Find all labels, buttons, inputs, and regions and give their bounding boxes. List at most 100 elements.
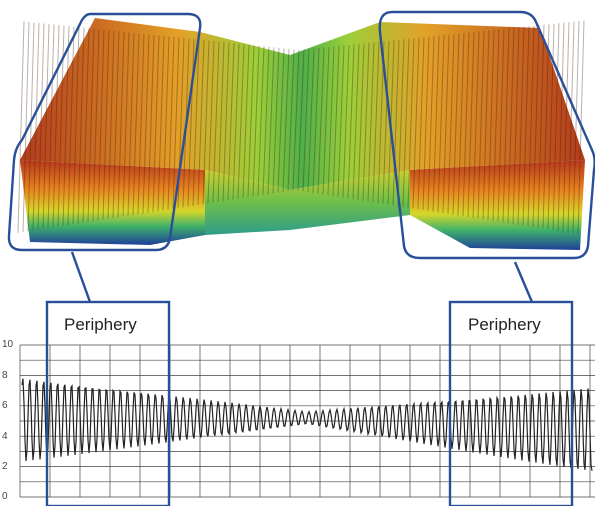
surface-ridge — [367, 42, 375, 202]
surface-ridge — [512, 27, 520, 224]
y-tick-label: 6 — [2, 400, 8, 411]
surface-ridge — [552, 23, 560, 231]
surface-ridge — [137, 33, 145, 215]
surface-ridge — [532, 25, 540, 228]
surface-ridge — [27, 22, 35, 232]
surface-ridge — [567, 21, 575, 233]
surface-ridge — [277, 48, 285, 193]
surface-ridge — [227, 43, 235, 201]
surface-ridge — [322, 46, 330, 195]
periphery-box-right — [448, 300, 574, 506]
surface-ridge — [242, 44, 250, 198]
surface-ridge — [327, 46, 335, 196]
surface-ridge — [102, 30, 110, 220]
surface-ridge — [162, 36, 170, 211]
surface-ridge — [192, 39, 200, 206]
surface-ridge — [172, 37, 180, 209]
surface-ridge — [267, 47, 275, 195]
surface-ridge — [127, 32, 135, 216]
surface-ridge — [147, 34, 155, 213]
surface-ridge — [97, 29, 105, 221]
surface-ridge — [217, 42, 225, 202]
surface-ridge — [382, 40, 390, 204]
surface-ridge — [542, 24, 550, 229]
surface-ridge — [287, 49, 295, 191]
surface-ridge — [397, 39, 405, 207]
surface-ridge — [87, 28, 95, 222]
surface-ridge — [37, 23, 45, 230]
surface-ridge — [257, 46, 265, 196]
surface-ridge — [107, 30, 115, 219]
surface-ridge — [52, 25, 60, 228]
surface-ridge — [332, 45, 340, 197]
surface-ridge — [252, 45, 260, 197]
surface-ridge — [82, 28, 90, 223]
surface-ridge — [47, 24, 55, 229]
callout-left-outline — [7, 12, 202, 252]
surface-ridge — [237, 44, 245, 199]
surface-ridge — [17, 21, 25, 233]
surface-ridge — [67, 26, 75, 226]
surface-ridge — [517, 26, 525, 225]
y-tick-label: 8 — [2, 370, 8, 381]
surface-ridge — [282, 48, 290, 192]
surface-ridge — [432, 35, 440, 212]
surface-ridge — [357, 43, 365, 200]
surface-ridge — [187, 39, 195, 207]
periphery-box-left — [45, 300, 171, 506]
surface-ridge — [407, 38, 415, 208]
surface-ridge — [502, 28, 510, 223]
surface-ridge — [362, 42, 370, 201]
callout-left-connector — [70, 251, 92, 303]
callout-right — [378, 10, 595, 303]
surface-ridge — [472, 31, 480, 218]
surface-ridge — [447, 34, 455, 214]
surface-ridge — [337, 45, 345, 197]
surface-ridge — [157, 35, 165, 212]
callout-right-outline — [378, 10, 595, 260]
surface-ridge — [232, 43, 240, 200]
surface-3d — [17, 18, 585, 250]
y-tick-label: 0 — [2, 491, 8, 502]
surface-ridge — [497, 28, 505, 222]
surface-ridge — [492, 29, 500, 221]
surface-ridge — [462, 32, 470, 217]
surface-ridge — [112, 31, 120, 219]
surface-ridge — [272, 47, 280, 194]
surface-ridge — [297, 49, 305, 191]
profile-plot — [19, 300, 595, 506]
surface-ridge — [477, 30, 485, 219]
surface-ridge — [247, 45, 255, 198]
surface-ridge — [132, 33, 140, 215]
plot-grid — [19, 344, 595, 498]
callout-right-connector — [513, 261, 534, 303]
surface-ridge — [307, 48, 315, 193]
surface-ridge — [122, 32, 130, 217]
surface-ridge — [92, 29, 100, 222]
surface-ridge — [457, 33, 465, 216]
surface-front-mid — [205, 170, 410, 235]
surface-ridge — [507, 27, 515, 224]
surface-ridge — [207, 41, 215, 204]
surface-ridge — [422, 36, 430, 211]
surface-front-right — [410, 160, 585, 250]
y-tick-label: 2 — [2, 461, 8, 472]
periphery-label-left: Periphery — [64, 315, 137, 334]
surface-ridge — [312, 48, 320, 193]
surface-ridge — [197, 40, 205, 205]
profile-trace — [21, 378, 593, 471]
surface-ridge — [557, 22, 565, 231]
surface-ridge — [32, 22, 40, 231]
surface-top — [20, 18, 585, 190]
y-tick-label: 10 — [2, 339, 14, 350]
surface-ridge — [372, 41, 380, 203]
surface-ridge — [402, 38, 410, 207]
surface-ridge — [292, 49, 300, 191]
surface-ridge — [342, 44, 350, 198]
surface-ridge — [352, 43, 360, 200]
surface-ridge — [412, 37, 420, 209]
surface-ridge — [222, 42, 230, 202]
surface-ridge — [427, 36, 435, 211]
surface-ridge — [77, 27, 85, 224]
